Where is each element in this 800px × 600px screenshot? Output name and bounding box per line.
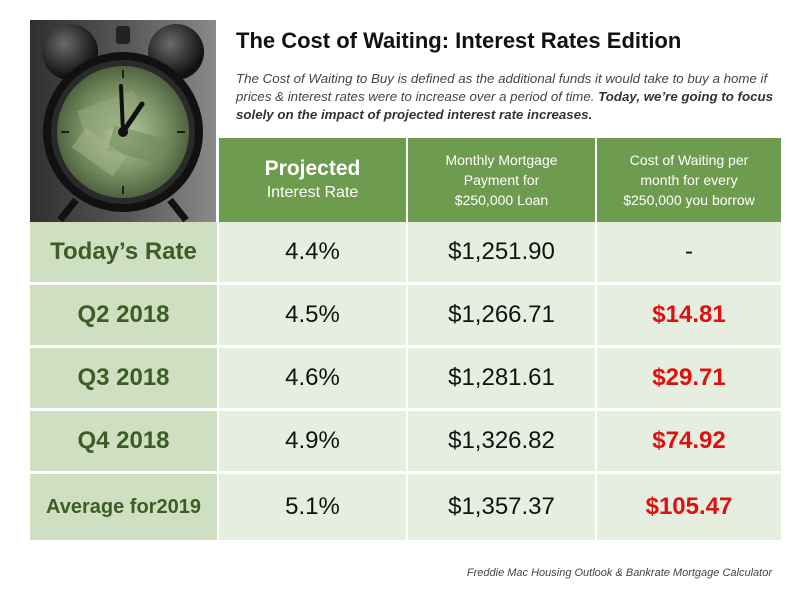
row-payment-q4-2018: $1,326.82	[406, 411, 595, 471]
row-rate-q4-2018: 4.9%	[217, 411, 406, 471]
source-citation: Freddie Mac Housing Outlook & Bankrate M…	[466, 567, 772, 579]
row-rate-q3-2018: 4.6%	[217, 348, 406, 408]
row-cost-q4-2018: $74.92	[595, 411, 781, 471]
header-cost-of-waiting-line1: Cost of Waiting per	[629, 152, 749, 168]
header-cost-of-waiting-line2: month for every	[640, 172, 738, 188]
row-label-q4-2018: Q4 2018	[30, 411, 217, 471]
cost-table: Projected Interest Rate Monthly Mortgage…	[30, 138, 781, 540]
row-cost-todays-rate: -	[595, 222, 781, 282]
row-cost-q2-2018: $14.81	[595, 285, 781, 345]
row-payment-todays-rate: $1,251.90	[406, 222, 595, 282]
header-monthly-payment-line1: Monthly Mortgage	[445, 152, 558, 168]
header-interest-rate: Projected Interest Rate	[217, 138, 406, 222]
row-payment-q2-2018: $1,266.71	[406, 285, 595, 345]
row-divider	[30, 345, 781, 348]
row-divider	[30, 282, 781, 285]
alarm-clock-image	[30, 20, 216, 222]
header-interest-rate-line2: Interest Rate	[266, 184, 359, 201]
header-monthly-payment-line2: Payment for	[463, 172, 540, 188]
row-rate-todays-rate: 4.4%	[217, 222, 406, 282]
alarm-clock-icon	[42, 24, 204, 222]
row-label-todays-rate: Today’s Rate	[30, 222, 217, 282]
row-label-average-2019: Average for 2019	[30, 474, 217, 540]
description: The Cost of Waiting to Buy is defined as…	[236, 70, 776, 124]
row-label-q2-2018: Q2 2018	[30, 285, 217, 345]
row-cost-q3-2018: $29.71	[595, 348, 781, 408]
header-cost-of-waiting: Cost of Waiting per month for every $250…	[595, 138, 781, 222]
row-payment-q3-2018: $1,281.61	[406, 348, 595, 408]
row-label-average-2019-line1: Average for	[46, 496, 157, 518]
row-label-q3-2018: Q3 2018	[30, 348, 217, 408]
header-empty	[30, 138, 217, 222]
description-emphasis: Today, we’re going to focus solely on th…	[236, 89, 773, 122]
description-text: The Cost of Waiting to Buy is defined as…	[236, 71, 768, 104]
row-label-average-2019-line2: 2019	[156, 496, 201, 518]
row-rate-average-2019: 5.1%	[217, 474, 406, 540]
page-title: The Cost of Waiting: Interest Rates Edit…	[236, 28, 682, 53]
row-rate-q2-2018: 4.5%	[217, 285, 406, 345]
row-divider	[30, 471, 781, 474]
header-interest-rate-line1: Projected	[264, 157, 361, 180]
header-monthly-payment: Monthly Mortgage Payment for $250,000 Lo…	[406, 138, 595, 222]
row-payment-average-2019: $1,357.37	[406, 474, 595, 540]
header-monthly-payment-line3: $250,000 Loan	[454, 192, 549, 208]
header-cost-of-waiting-line3: $250,000 you borrow	[623, 192, 755, 208]
row-cost-average-2019: $105.47	[595, 474, 781, 540]
row-divider	[30, 408, 781, 411]
